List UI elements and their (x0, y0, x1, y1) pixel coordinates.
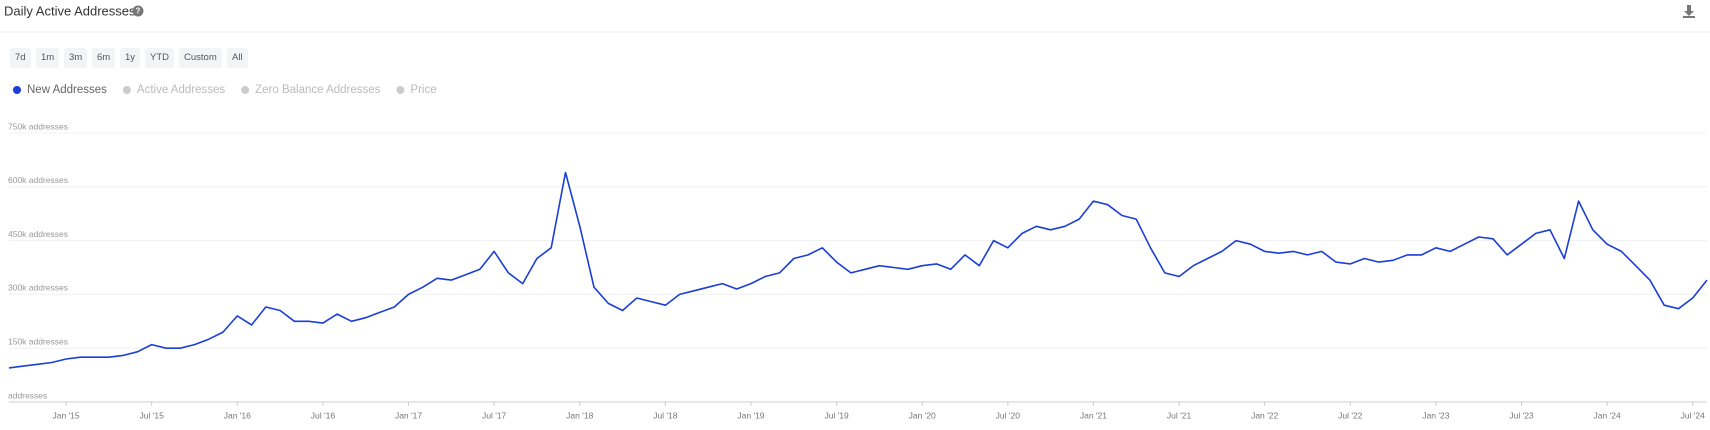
x-tick-label: Jan '17 (395, 410, 422, 420)
x-tick-label: Jul '22 (1338, 410, 1363, 420)
legend-marker (241, 86, 250, 94)
x-tick-label: Jan '22 (1251, 410, 1278, 420)
y-tick-label: 150k addresses (8, 336, 68, 346)
legend-label[interactable]: Price (410, 84, 436, 96)
range-button[interactable]: Custom (179, 48, 222, 68)
data-line (8, 171, 1708, 369)
x-tick-label: Jan '20 (909, 410, 936, 420)
x-tick-label: Jul '21 (1167, 410, 1192, 420)
help-icon[interactable]: ? (132, 5, 144, 17)
range-button[interactable]: All (227, 48, 248, 68)
y-tick-label: 600k addresses (8, 175, 68, 185)
range-button[interactable]: 1m (36, 48, 60, 68)
x-tick-label: Jan '15 (52, 410, 79, 420)
y-tick-label: addresses (8, 390, 47, 400)
x-tick-label: Jan '24 (1594, 410, 1621, 420)
legend-marker (122, 86, 131, 94)
legend-label[interactable]: Zero Balance Addresses (255, 84, 381, 96)
legend-marker (396, 86, 405, 94)
x-tick-label: Jan '19 (737, 410, 764, 420)
x-tick-label: Jan '23 (1422, 410, 1449, 420)
range-button[interactable]: 1y (120, 48, 141, 68)
x-tick-label: Jul '24 (1681, 410, 1706, 420)
x-tick-label: Jul '16 (311, 410, 336, 420)
range-button[interactable]: 6m (92, 48, 116, 68)
x-tick-label: Jul '20 (996, 410, 1021, 420)
download-icon[interactable] (1683, 5, 1695, 18)
svg-text:?: ? (136, 7, 141, 16)
range-button[interactable]: 3m (64, 48, 88, 68)
x-tick-label: Jul '19 (824, 410, 849, 420)
x-tick-label: Jan '18 (566, 410, 593, 420)
x-tick-label: Jul '18 (653, 410, 678, 420)
y-tick-label: 750k addresses (8, 121, 68, 131)
y-tick-label: 450k addresses (8, 229, 68, 239)
x-tick-label: Jul '15 (140, 410, 165, 420)
x-tick-label: Jul '23 (1509, 410, 1534, 420)
y-tick-label: 300k addresses (8, 283, 68, 293)
legend-label[interactable]: New Addresses (27, 84, 107, 96)
x-tick-label: Jul '17 (482, 410, 507, 420)
legend-marker (13, 86, 21, 94)
range-button[interactable]: 7d (10, 48, 31, 68)
x-tick-label: Jan '16 (224, 410, 251, 420)
range-button[interactable]: YTD (145, 48, 174, 68)
x-tick-label: Jan '21 (1080, 410, 1107, 420)
chart-title: Daily Active Addresses (4, 3, 136, 18)
legend-label[interactable]: Active Addresses (137, 84, 225, 96)
